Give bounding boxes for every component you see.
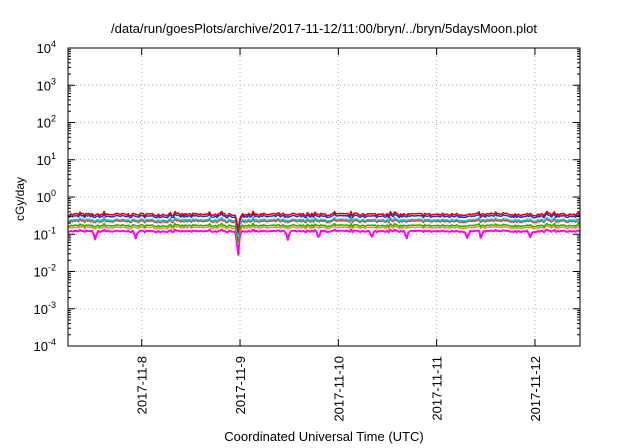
series-line — [67, 222, 581, 243]
series-line — [67, 210, 581, 232]
y-tick-label: 10-1 — [34, 225, 56, 242]
y-tick-label: 10-2 — [34, 263, 56, 280]
y-tick-label: 102 — [37, 114, 56, 131]
series-line — [67, 212, 581, 234]
axes: 10-4 10-3 10-2 10-1 100 101 102 103 104 2017-11-8… — [34, 39, 580, 422]
x-tick-label: 2017-11-12 — [528, 356, 543, 422]
y-tick-label: 10-3 — [34, 300, 56, 317]
x-tick-label: 2017-11-8 — [135, 356, 150, 414]
x-tick-label: 2017-11-9 — [233, 356, 248, 414]
series-line — [67, 224, 581, 245]
series-line — [67, 218, 581, 239]
chart-title: /data/run/goesPlots/archive/2017-11-12/1… — [111, 21, 537, 36]
y-tick-label: 101 — [37, 151, 56, 168]
grid — [68, 48, 580, 346]
series-line — [67, 216, 581, 238]
series-group — [67, 210, 581, 256]
y-tick-label: 103 — [37, 76, 56, 93]
y-axis-label: cGy/day — [13, 177, 27, 221]
x-axis-label: Coordinated Universal Time (UTC) — [224, 429, 423, 444]
x-tick-label: 2017-11-11 — [430, 356, 445, 421]
series-line — [67, 228, 581, 256]
y-tick-label: 10-4 — [34, 337, 56, 354]
y-tick-label: 100 — [37, 188, 56, 205]
y-tick-label: 104 — [37, 39, 56, 56]
x-tick-label: 2017-11-10 — [331, 356, 346, 422]
